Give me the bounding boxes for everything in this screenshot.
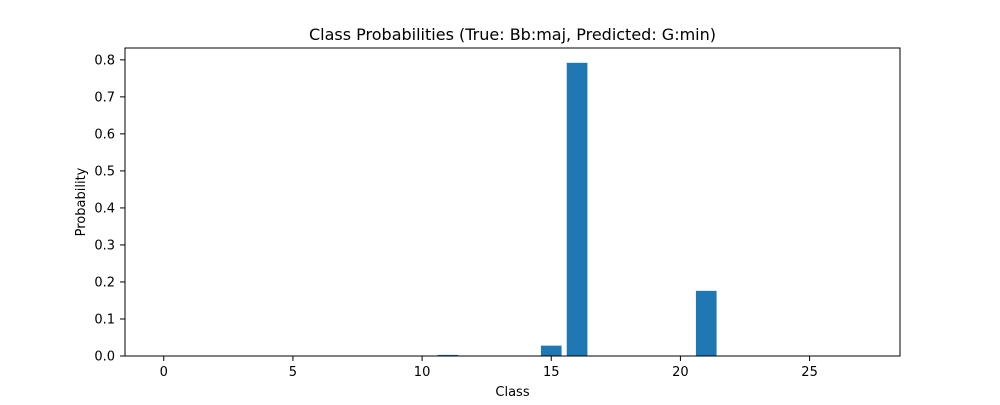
bar-class-15 [540, 345, 562, 356]
y-tick-label: 0.8 [94, 53, 115, 68]
bar-class-21 [695, 290, 717, 356]
x-ticks: 0 5 10 15 20 25 [160, 356, 818, 380]
bars-layer [437, 62, 717, 357]
plot-frame [124, 47, 901, 357]
y-tick-label: 0.2 [94, 275, 115, 290]
y-tick-label: 0.0 [94, 350, 115, 365]
y-tick-label: 0.3 [94, 238, 115, 253]
bar-class-16 [566, 62, 588, 357]
y-tick-label: 0.4 [94, 201, 115, 216]
x-tick-label: 10 [414, 365, 431, 380]
y-tick-label: 0.7 [94, 90, 115, 105]
bar-class-11 [437, 354, 459, 356]
x-tick-label: 0 [160, 365, 168, 380]
x-tick-label: 5 [289, 365, 297, 380]
x-tick-label: 25 [801, 365, 818, 380]
y-tick-label: 0.6 [94, 127, 115, 142]
x-tick-label: 15 [543, 365, 560, 380]
y-tick-label: 0.1 [94, 312, 115, 327]
y-ticks: 0.0 0.1 0.2 0.3 0.4 0.5 0.6 0.7 0.8 [94, 53, 125, 365]
x-tick-label: 20 [672, 365, 689, 380]
chart-title: Class Probabilities (True: Bb:maj, Predi… [309, 25, 716, 44]
y-tick-label: 0.5 [94, 164, 115, 179]
x-axis-label: Class [495, 385, 529, 400]
y-axis-label: Probability [74, 167, 89, 236]
